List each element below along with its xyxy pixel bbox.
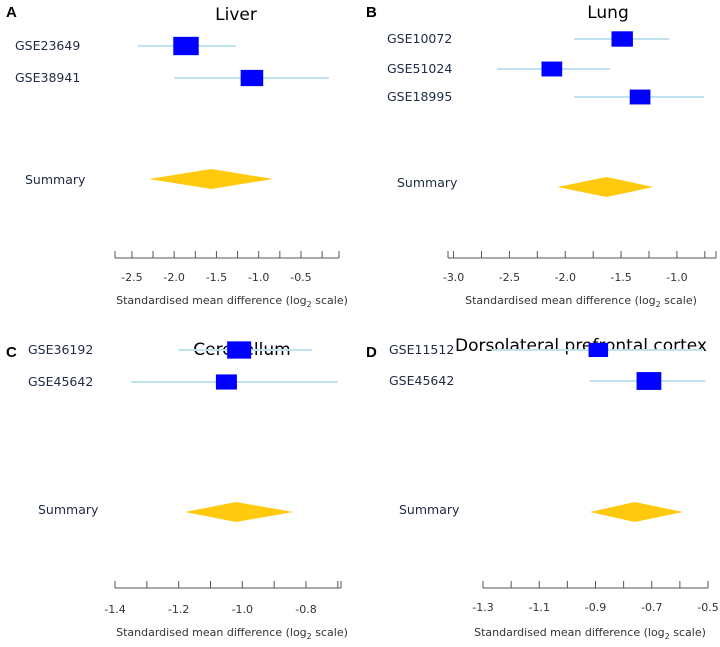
panel-title-b: Lung [587,3,629,23]
study-label: GSE18995 [387,89,452,104]
x-tick-label: -1.5 [206,271,227,284]
x-tick-label: -0.9 [585,601,606,614]
study-row-b-3: GSE18995 [387,89,704,105]
summary-label-d: Summary [399,502,460,517]
study-row-c-1: GSE36192 [28,341,313,359]
effect-size-box [629,89,651,105]
study-row-d-2: GSE45642 [389,372,706,390]
panel-letter-d: D [366,344,377,361]
x-tick-label: -1.3 [472,601,493,614]
study-row-a-2: GSE38941 [15,69,329,87]
panel-c: CCerebellumGSE36192GSE45642Summary-1.4-1… [6,340,348,641]
study-row-d-1: GSE11512 [389,342,703,358]
study-label: GSE38941 [15,70,80,85]
effect-size-box [636,372,662,390]
panel-letter-b: B [366,4,377,21]
study-label: GSE23649 [15,38,80,53]
effect-size-box [173,36,199,56]
study-label: GSE10072 [387,31,452,46]
effect-size-box [611,31,633,47]
panel-letter-c: C [6,344,17,361]
effect-size-box [215,374,237,390]
panel-title-a: Liver [215,5,257,25]
x-tick-label: -1.0 [666,271,687,284]
x-tick-label: -0.8 [295,603,316,616]
summary-diamond-c [185,502,294,522]
panel-b: B Lung GSE10072 GSE51024 GSE18995 Summary -3.0… [366,3,717,309]
x-axis-label-c: Standardised mean difference (log2 scale… [116,626,348,641]
study-label: GSE45642 [28,374,93,389]
x-tick-label: -1.0 [248,271,269,284]
effect-size-box [588,342,609,358]
summary-label-c: Summary [38,502,99,517]
study-label: GSE51024 [387,61,452,76]
summary-label-a: Summary [25,172,86,187]
x-tick-label: -2.5 [121,271,142,284]
summary-diamond-a [148,169,274,189]
x-tick-label: -1.4 [104,603,125,616]
x-tick-label: -0.5 [290,271,311,284]
summary-diamond-b [557,177,654,197]
effect-size-box [227,341,252,359]
effect-size-box [541,61,563,77]
effect-size-box [240,69,264,87]
summary-label-b: Summary [397,175,458,190]
summary-diamond-d [589,502,683,522]
study-label: GSE36192 [28,342,93,357]
study-label: GSE45642 [389,373,454,388]
x-axis-label-b: Standardised mean difference (log2 scale… [465,294,697,309]
x-axis-label-a: Standardised mean difference (log2 scale… [116,294,348,309]
study-row-b-2: GSE51024 [387,61,610,77]
study-row-b-1: GSE10072 [387,31,670,47]
panel-letter-a: A [6,4,17,21]
x-tick-label: -2.0 [163,271,184,284]
x-tick-label: -2.5 [499,271,520,284]
study-row-a-1: GSE23649 [15,36,236,56]
x-tick-label: -0.5 [697,601,718,614]
study-label: GSE11512 [389,342,454,357]
x-axis-label-d: Standardised mean difference (log2 scale… [474,626,706,641]
x-tick-label: -1.5 [610,271,631,284]
study-row-c-2: GSE45642 [28,374,338,390]
x-tick-label: -1.1 [529,601,550,614]
x-tick-label: -2.0 [555,271,576,284]
x-tick-label: -1.0 [232,603,253,616]
x-tick-label: -3.0 [443,271,464,284]
panel-a: A Liver GSE23649 GSE38941 Summary -2.5 -2.0 -1.… [6,4,348,309]
x-tick-label: -1.2 [168,603,189,616]
panel-title-d: Dorsolateral prefrontal cortex [455,336,707,356]
x-tick-label: -0.7 [641,601,662,614]
